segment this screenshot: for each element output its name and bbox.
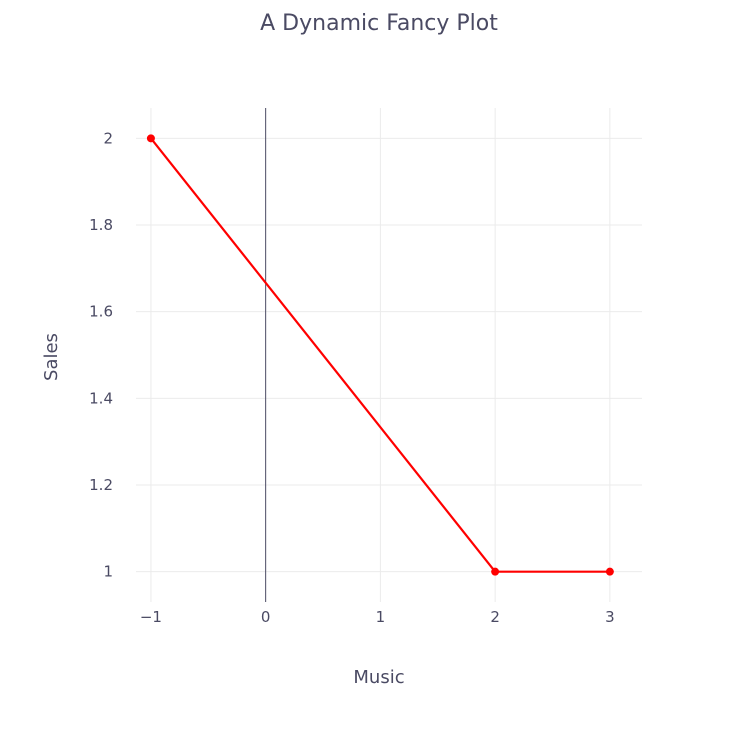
y-tick-label: 1.2 — [89, 476, 113, 494]
x-tick-label: −1 — [140, 608, 162, 626]
y-tick-label: 1.6 — [89, 303, 113, 321]
x-axis-ticks: −1 0 1 2 3 — [140, 608, 615, 626]
y-axis-ticks: 1 1.2 1.4 1.6 1.8 2 — [89, 129, 113, 580]
series-layer — [146, 134, 614, 576]
y-tick-label: 1.8 — [89, 216, 113, 234]
data-point — [605, 567, 614, 576]
y-tick-label: 1.4 — [89, 389, 113, 407]
y-axis-title: Sales — [41, 333, 62, 381]
x-tick-label: 2 — [490, 608, 500, 626]
grid-lines — [136, 108, 642, 602]
y-tick-label: 1 — [103, 563, 113, 581]
x-tick-label: 1 — [376, 608, 386, 626]
x-axis-title: Music — [353, 667, 404, 688]
x-tick-label: 3 — [605, 608, 615, 626]
data-point — [491, 567, 500, 576]
x-tick-label: 0 — [261, 608, 271, 626]
chart-title: A Dynamic Fancy Plot — [260, 11, 498, 36]
data-point — [146, 134, 155, 143]
y-tick-label: 2 — [103, 129, 113, 147]
